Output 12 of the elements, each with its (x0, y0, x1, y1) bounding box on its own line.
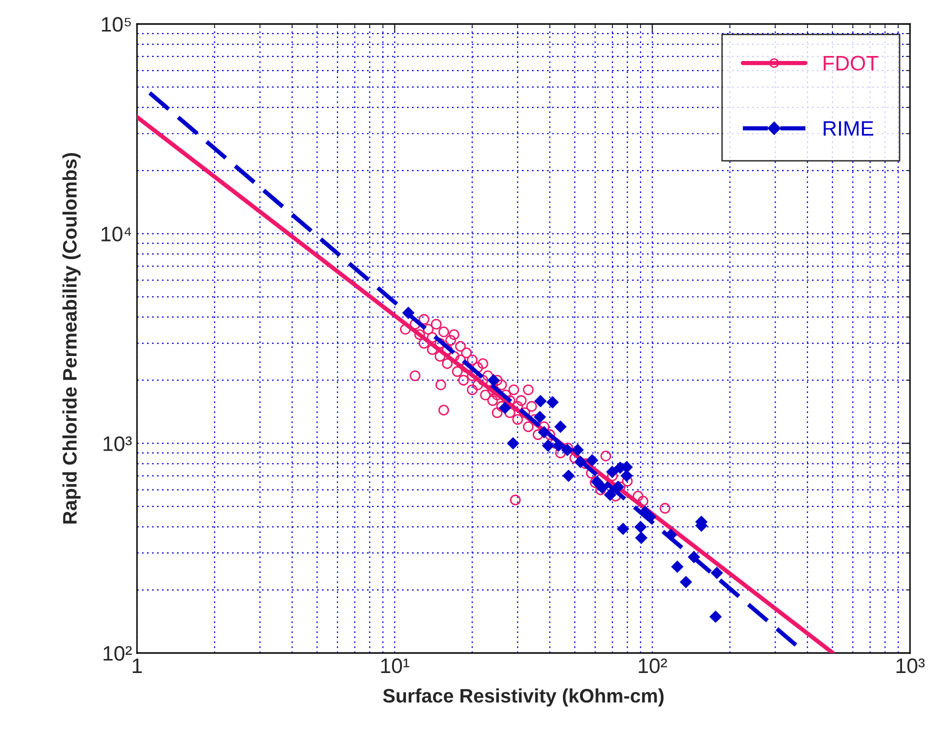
y-axis-title: Rapid Chloride Permeability (Coulombs) (62, 153, 81, 524)
legend-label: RIME (824, 121, 874, 136)
y-tick-label: 10³ (104, 436, 132, 452)
y-tick-label: 10⁵ (102, 17, 131, 32)
x-tick-label: 10¹ (381, 658, 410, 674)
x-tick-label: 10² (638, 658, 667, 674)
x-axis-title: Surface Resistivity (kOhm-cm) (383, 688, 664, 707)
y-tick-label: 10² (104, 646, 132, 661)
y-tick-label: 10⁴ (102, 226, 132, 242)
x-tick-label: 1 (132, 658, 142, 673)
legend-label: FDOT (824, 56, 878, 71)
x-tick-label: 10³ (896, 658, 925, 674)
